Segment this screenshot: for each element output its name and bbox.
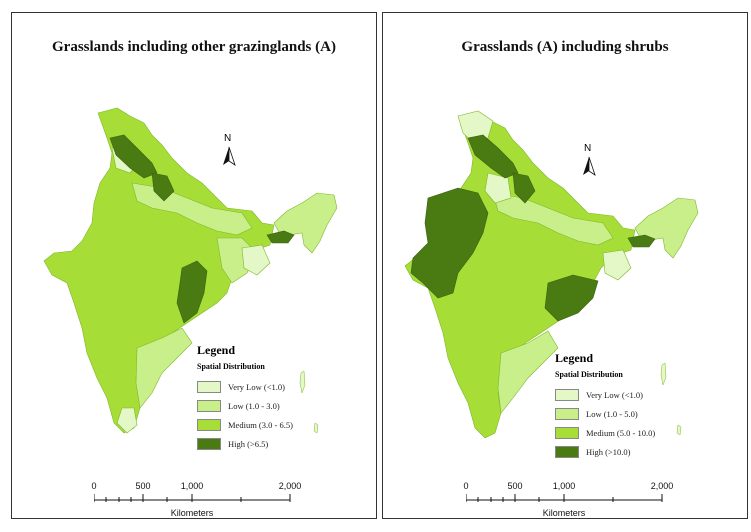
region-low	[497, 330, 559, 414]
legend: Legend Spatial Distribution Very Low (<1…	[555, 351, 655, 461]
scale-bar-ruler	[466, 494, 663, 502]
legend-swatch	[555, 445, 579, 458]
legend-swatch	[197, 380, 221, 393]
legend-label: Medium (3.0 - 6.5)	[228, 419, 293, 430]
region-low	[135, 327, 193, 409]
north-label: N	[224, 133, 231, 144]
region-high	[410, 187, 489, 299]
india-map-right: N	[404, 110, 699, 439]
map-title: Grasslands (A) including shrubs	[461, 39, 669, 55]
legend-label: Low (1.0 - 5.0)	[586, 408, 638, 419]
region-northeast	[634, 197, 699, 259]
north-arrow-icon	[583, 156, 596, 176]
legend-subtitle: Spatial Distribution	[555, 370, 623, 379]
island-nicobar	[313, 422, 319, 434]
island-andaman	[299, 370, 306, 394]
legend-item-very-low: Very Low (<1.0)	[555, 385, 655, 404]
north-arrow-icon	[223, 146, 236, 166]
north-label: N	[584, 143, 591, 154]
scale-tick-label: 2,000	[650, 481, 674, 491]
legend-item-low: Low (1.0 - 3.0)	[197, 396, 293, 415]
legend-label: Very Low (<1.0)	[586, 389, 643, 400]
region-high	[151, 172, 175, 202]
scale-bar: 0 500 1,000 2,000 Kilometers	[463, 481, 676, 521]
legend-label: Low (1.0 - 3.0)	[228, 400, 280, 411]
scale-tick-label: 500	[507, 481, 523, 491]
scale-bar-ruler	[94, 494, 291, 502]
island-nicobar	[676, 424, 682, 436]
legend-item-very-low: Very Low (<1.0)	[197, 377, 293, 396]
legend-subtitle: Spatial Distribution	[197, 362, 265, 371]
legend-swatch	[555, 388, 579, 401]
legend-label: High (>10.0)	[586, 446, 631, 457]
region-low	[492, 192, 614, 246]
region-high	[109, 134, 158, 179]
legend-swatch	[197, 418, 221, 431]
map-panel-right: Grasslands (A) including shrubs N Legend…	[382, 12, 748, 519]
legend-swatch	[197, 437, 221, 450]
region-high	[176, 260, 208, 324]
scale-bar: 0 500 1,000 2,000 Kilometers	[91, 481, 304, 521]
scale-tick-label: 500	[135, 481, 151, 491]
legend-swatch	[197, 399, 221, 412]
scale-unit: Kilometers	[170, 508, 214, 518]
region-northeast	[273, 192, 338, 254]
legend-title: Legend	[197, 343, 236, 357]
legend-swatch	[555, 407, 579, 420]
legend-item-high: High (>6.5)	[197, 434, 293, 453]
india-map-left: N	[43, 107, 338, 434]
region-high	[544, 274, 599, 322]
legend-item-medium: Medium (3.0 - 6.5)	[197, 415, 293, 434]
region-high	[627, 234, 656, 248]
legend: Legend Spatial Distribution Very Low (<1…	[197, 343, 293, 453]
region-very-low	[457, 110, 494, 144]
legend-label: High (>6.5)	[228, 438, 269, 449]
scale-tick-label: 0	[463, 481, 469, 491]
region-very-low	[241, 244, 271, 276]
scale-tick-label: 2,000	[278, 481, 302, 491]
island-andaman	[660, 362, 667, 386]
region-very-low	[116, 407, 138, 434]
region-high	[512, 172, 536, 204]
legend-item-medium: Medium (5.0 - 10.0)	[555, 423, 655, 442]
scale-tick-label: 0	[91, 481, 97, 491]
legend-label: Medium (5.0 - 10.0)	[586, 427, 656, 438]
region-high	[467, 134, 519, 179]
map-panel-left: Grasslands including other grazinglands …	[11, 12, 377, 519]
legend-swatch	[555, 426, 579, 439]
map-title: Grasslands including other grazinglands …	[52, 39, 336, 55]
region-high	[266, 230, 295, 244]
scale-unit: Kilometers	[542, 508, 586, 518]
region-very-low	[602, 249, 632, 281]
legend-item-low: Low (1.0 - 5.0)	[555, 404, 655, 423]
legend-item-high: High (>10.0)	[555, 442, 655, 461]
scale-tick-label: 1,000	[180, 481, 204, 491]
legend-label: Very Low (<1.0)	[228, 381, 285, 392]
scale-tick-label: 1,000	[552, 481, 576, 491]
legend-title: Legend	[555, 351, 594, 365]
